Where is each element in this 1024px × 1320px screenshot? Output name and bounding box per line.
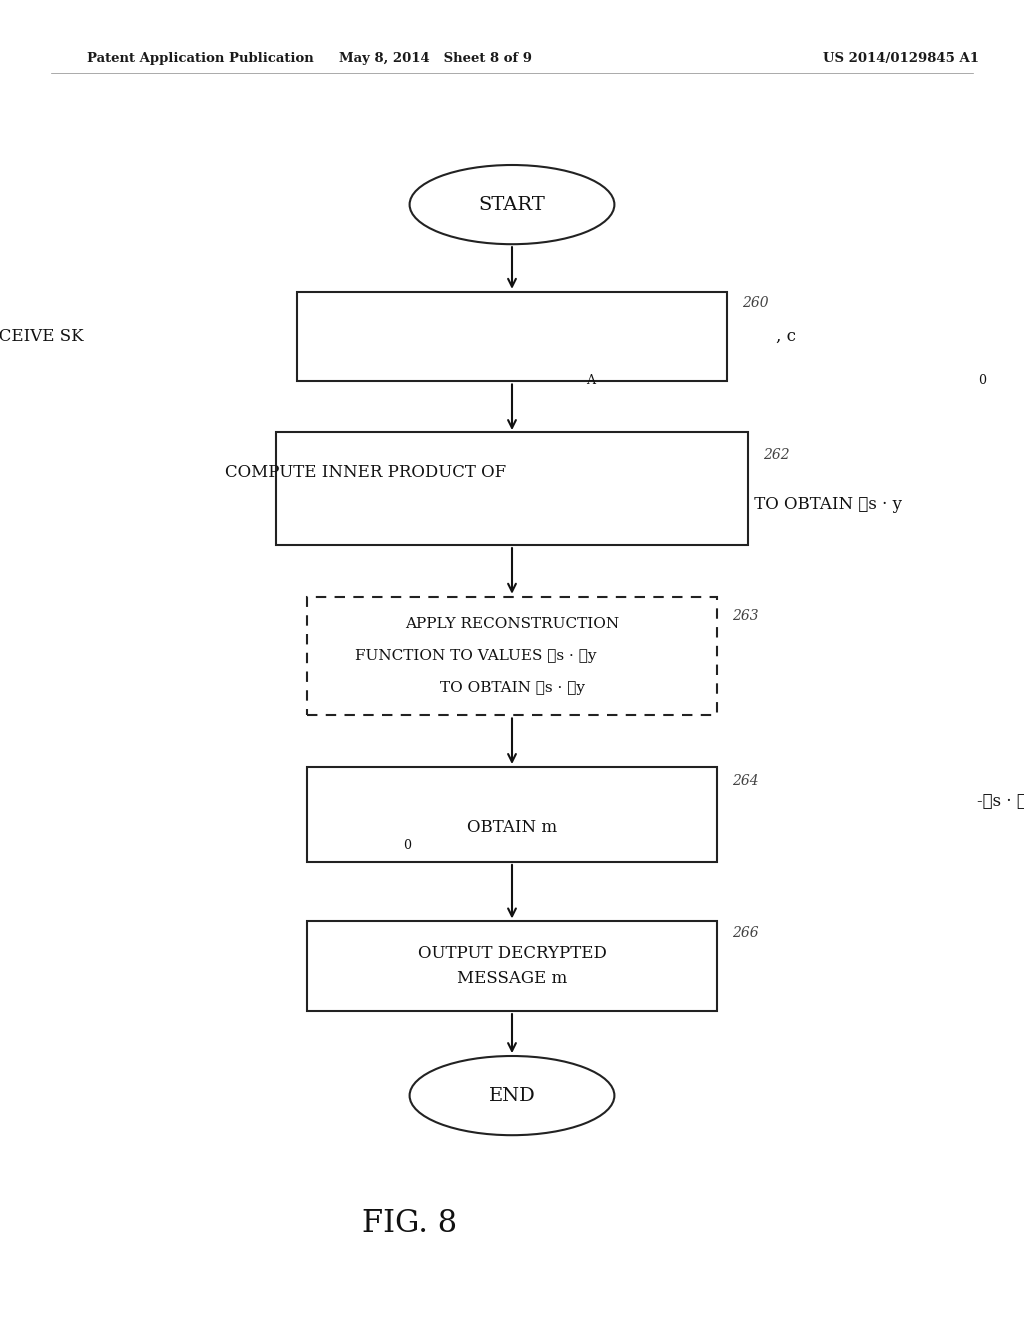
Text: OUTPUT DECRYPTED: OUTPUT DECRYPTED	[418, 945, 606, 962]
Text: RECEIVE SKA, c0, ⃗ci: RECEIVE SKA, c0, ⃗ci	[419, 329, 605, 345]
Text: MESSAGE m: MESSAGE m	[457, 970, 567, 987]
FancyBboxPatch shape	[309, 770, 715, 859]
Text: FIG. 8: FIG. 8	[362, 1208, 457, 1239]
Text: START: START	[478, 195, 546, 214]
FancyBboxPatch shape	[309, 599, 715, 713]
FancyBboxPatch shape	[307, 921, 717, 1011]
Text: A: A	[586, 375, 595, 388]
Text: US 2014/0129845 A1: US 2014/0129845 A1	[823, 51, 979, 65]
FancyBboxPatch shape	[299, 294, 725, 379]
Text: FUNCTION TO VALUES ⃗s · ⃗yi: FUNCTION TO VALUES ⃗s · ⃗yi	[389, 649, 635, 663]
Text: AND ⃗ci TO OBTAIN ⃗s · yi: AND ⃗ci TO OBTAIN ⃗s · yi	[398, 495, 626, 512]
Ellipse shape	[410, 1056, 614, 1135]
Text: May 8, 2014   Sheet 8 of 9: May 8, 2014 Sheet 8 of 9	[339, 51, 531, 65]
Text: , c: , c	[776, 329, 797, 345]
Text: 260: 260	[742, 296, 769, 310]
Text: COMPUTE c0-⃗s · ⃗y TO: COMPUTE c0-⃗s · ⃗y TO	[410, 792, 614, 809]
FancyBboxPatch shape	[309, 924, 715, 1008]
Text: 263: 263	[732, 609, 759, 623]
Text: -⃗s · ⃗y TO: -⃗s · ⃗y TO	[977, 792, 1024, 809]
Text: 0: 0	[403, 840, 412, 851]
FancyBboxPatch shape	[307, 767, 717, 862]
Text: OUTPUT DECRYPTED: OUTPUT DECRYPTED	[418, 945, 606, 962]
Text: COMPUTE INNER PRODUCT OF ⃗ci: COMPUTE INNER PRODUCT OF ⃗ci	[356, 465, 668, 482]
Text: TO OBTAIN ⃗s · y: TO OBTAIN ⃗s · y	[749, 495, 902, 512]
Text: MESSAGE m: MESSAGE m	[457, 970, 567, 987]
Text: 0: 0	[978, 375, 986, 388]
Text: RECEIVE SK: RECEIVE SK	[0, 329, 84, 345]
Text: OBTAIN m: OBTAIN m	[467, 820, 557, 837]
Text: END: END	[488, 1086, 536, 1105]
Text: Patent Application Publication: Patent Application Publication	[87, 51, 313, 65]
Text: COMPUTE INNER PRODUCT OF: COMPUTE INNER PRODUCT OF	[225, 465, 512, 482]
Text: OBTAIN m: OBTAIN m	[467, 820, 557, 837]
FancyBboxPatch shape	[307, 597, 717, 715]
FancyBboxPatch shape	[297, 292, 727, 381]
Text: APPLY RECONSTRUCTION: APPLY RECONSTRUCTION	[404, 616, 620, 631]
Text: FUNCTION TO VALUES ⃗s · ⃗y: FUNCTION TO VALUES ⃗s · ⃗y	[355, 649, 597, 663]
FancyBboxPatch shape	[276, 433, 748, 544]
Text: APPLY RECONSTRUCTION: APPLY RECONSTRUCTION	[404, 616, 620, 631]
Text: 262: 262	[763, 447, 790, 462]
FancyBboxPatch shape	[279, 436, 745, 541]
Ellipse shape	[410, 165, 614, 244]
Text: 264: 264	[732, 774, 759, 788]
Text: 266: 266	[732, 925, 759, 940]
Text: TO OBTAIN ⃗s · ⃗y: TO OBTAIN ⃗s · ⃗y	[439, 681, 585, 696]
Text: TO OBTAIN ⃗s · ⃗y: TO OBTAIN ⃗s · ⃗y	[439, 681, 585, 696]
